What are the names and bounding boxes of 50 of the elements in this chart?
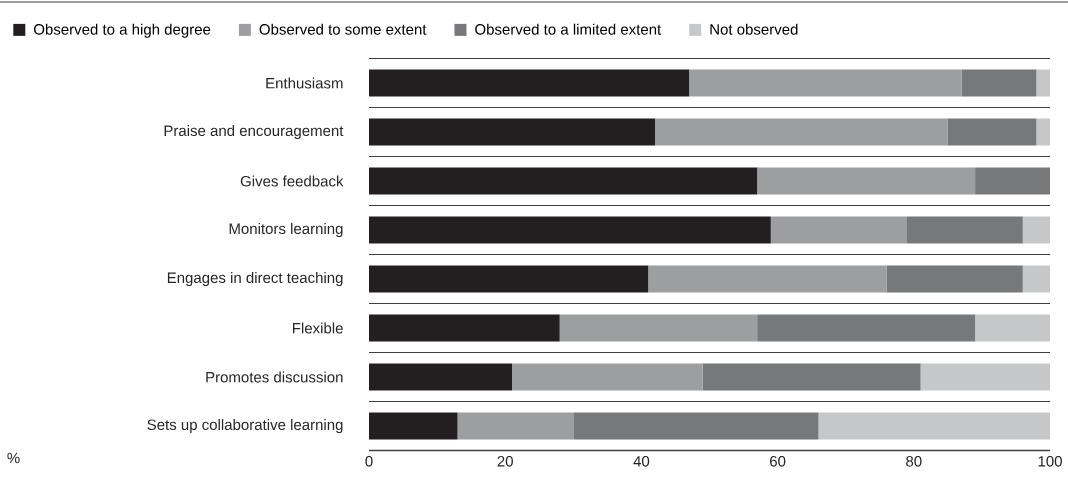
bar [369,363,513,391]
bar [961,69,1037,97]
bar [369,69,690,97]
bar [907,216,1023,244]
bar [369,314,560,342]
legend-label: Observed to a limited extent [475,23,662,35]
bar [559,314,758,342]
bar [648,265,887,293]
bar [369,412,458,440]
legend-label: Observed to some extent [259,23,427,35]
bar [512,363,703,391]
bar [655,118,948,146]
legend-label: Not observed [710,23,798,35]
bar [947,118,1037,146]
x-tick-label: 80 [906,456,922,467]
bar [920,363,1051,391]
bar [369,265,649,293]
y-tick-label: Enthusiasm [266,77,343,89]
bar [457,412,574,440]
bar [975,167,1051,195]
x-tick-label: 40 [633,456,650,467]
text: % [7,452,20,464]
y-tick-label: Gives feedback [240,175,344,187]
bar [770,216,907,244]
bar [1022,216,1051,244]
legend-label: Observed to a high degree [34,23,211,38]
bar [689,69,962,97]
x-tick-label: 0 [365,456,373,467]
bar [1036,118,1051,146]
bar [573,412,819,440]
bar [975,314,1051,342]
y-tick-label: Engages in direct teaching [167,272,343,286]
bar [757,167,976,195]
y-tick-label: Flexible [293,322,343,334]
x-tick-label: 60 [770,456,786,467]
y-tick-label: Sets up collaborative learning [147,419,343,433]
bar [369,216,771,244]
y-tick-label: Promotes discussion [206,371,343,383]
bar [757,314,976,342]
bar [369,167,758,195]
x-tick-label: 20 [497,456,513,467]
bar [702,363,921,391]
bar [886,265,1023,293]
bar [1022,265,1051,293]
y-tick-label: Monitors learning [229,223,343,237]
bar [369,118,656,146]
x-tick-label: 100 [1038,456,1062,467]
bar [1036,69,1051,97]
bar [818,412,1051,440]
y-tick-label: Praise and encouragement [164,125,344,139]
